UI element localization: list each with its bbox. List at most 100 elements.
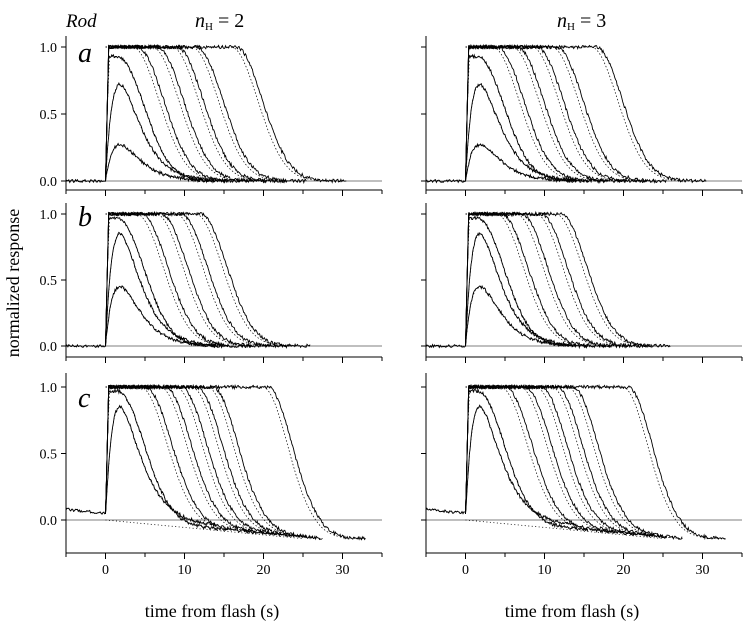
panel-c-2: 0 10 20 30	[421, 373, 743, 578]
response-trace-7	[105, 383, 323, 541]
response-trace-6	[105, 43, 287, 184]
baseline-noise	[65, 507, 106, 515]
model-fit-1	[105, 286, 217, 347]
model-fit-2	[105, 233, 217, 347]
response-trace-2	[105, 231, 217, 348]
model-fit-3	[105, 56, 228, 182]
model-fit-3	[465, 217, 588, 347]
model-fit-7	[465, 386, 683, 539]
row-label-a: a	[78, 38, 92, 69]
model-fit-4	[465, 46, 608, 182]
model-fit-5	[465, 386, 652, 537]
x-tick-label: 30	[696, 563, 710, 578]
response-trace-2	[105, 81, 217, 182]
model-fit-2	[465, 84, 577, 182]
model-fit-3	[105, 217, 228, 347]
response-trace-6	[105, 211, 291, 349]
response-trace-8	[105, 43, 346, 184]
model-fit-2	[105, 84, 217, 182]
model-fit-2	[465, 390, 589, 530]
model-fit-8	[465, 46, 707, 182]
rod-label: Rod	[65, 11, 97, 32]
model-fit-2	[465, 233, 577, 347]
response-trace-5	[465, 43, 628, 184]
y-tick-label: 0.5	[40, 448, 58, 463]
drift-baseline	[465, 519, 664, 539]
y-axis-label: normalized response	[3, 209, 23, 357]
response-trace-1	[465, 404, 577, 526]
panel-a-2	[421, 36, 743, 196]
baseline-noise	[65, 178, 105, 184]
model-fit-8	[105, 386, 367, 539]
model-fit-1	[105, 144, 217, 182]
column-title-left-eq: = 2	[213, 10, 244, 32]
model-fit-7	[105, 213, 311, 347]
response-trace-4	[105, 44, 249, 184]
baseline-noise	[425, 343, 466, 349]
model-fit-3	[465, 56, 588, 182]
response-trace-3	[105, 215, 229, 349]
response-trace-1	[465, 284, 577, 348]
response-trace-7	[465, 383, 683, 540]
model-fit-6	[465, 213, 652, 347]
drift-baseline	[105, 519, 304, 539]
response-trace-7	[465, 211, 671, 349]
response-trace-8	[465, 384, 726, 541]
response-trace-8	[105, 383, 366, 541]
response-trace-2	[105, 387, 229, 532]
model-fit-4	[105, 386, 276, 535]
response-trace-6	[465, 43, 647, 184]
model-fit-5	[465, 213, 632, 347]
column-title-left-sub: H	[205, 21, 213, 33]
model-fit-6	[105, 386, 307, 538]
response-trace-5	[105, 384, 291, 537]
response-trace-2	[465, 232, 577, 347]
response-trace-2	[465, 82, 577, 183]
response-trace-4	[465, 211, 613, 349]
model-fit-1	[105, 406, 217, 526]
model-fit-7	[465, 213, 671, 347]
model-fit-1	[465, 406, 577, 526]
y-tick-label: 1.0	[40, 41, 58, 56]
x-tick-label: 0	[102, 563, 109, 578]
response-trace-6	[465, 210, 651, 349]
model-fit-6	[105, 213, 292, 347]
model-fit-8	[105, 46, 347, 182]
panel-b-1: 0.0 0.5 1.0	[40, 203, 383, 363]
response-trace-4	[105, 211, 253, 349]
column-title-left: nH = 2	[195, 10, 244, 33]
y-tick-label: 1.0	[40, 381, 58, 396]
response-trace-1	[105, 404, 217, 527]
response-trace-8	[465, 44, 707, 184]
model-fit-5	[465, 46, 628, 182]
panel-b-2	[421, 203, 743, 363]
x-tick-label: 10	[178, 563, 192, 578]
model-fit-1	[465, 286, 577, 347]
baseline-noise	[425, 507, 465, 515]
y-tick-label: 0.5	[40, 108, 58, 123]
panel-c-1: 0.0 0.5 1.0 0 10 20 30	[40, 373, 383, 578]
x-tick-label: 0	[462, 563, 469, 578]
row-label-c: c	[78, 383, 91, 414]
model-fit-1	[465, 144, 577, 182]
model-fit-2	[105, 390, 228, 530]
x-tick-label: 10	[538, 563, 552, 578]
x-axis-label-left: time from flash (s)	[145, 601, 279, 622]
row-label-b: b	[78, 202, 92, 233]
model-fit-6	[105, 46, 288, 182]
baseline-noise	[425, 179, 466, 184]
column-title-right-eq: = 3	[575, 10, 606, 32]
model-fit-4	[105, 46, 248, 182]
x-tick-label: 20	[257, 563, 271, 578]
response-trace-5	[465, 384, 651, 538]
y-tick-label: 0.0	[40, 514, 58, 529]
column-title-right-n: n	[557, 10, 567, 32]
response-trace-5	[105, 44, 268, 184]
x-tick-label: 20	[617, 563, 631, 578]
model-fit-4	[465, 213, 612, 347]
response-trace-7	[105, 211, 311, 349]
model-fit-4	[465, 386, 636, 535]
response-trace-7	[105, 44, 307, 185]
response-trace-5	[465, 211, 631, 349]
model-fit-7	[105, 386, 323, 539]
